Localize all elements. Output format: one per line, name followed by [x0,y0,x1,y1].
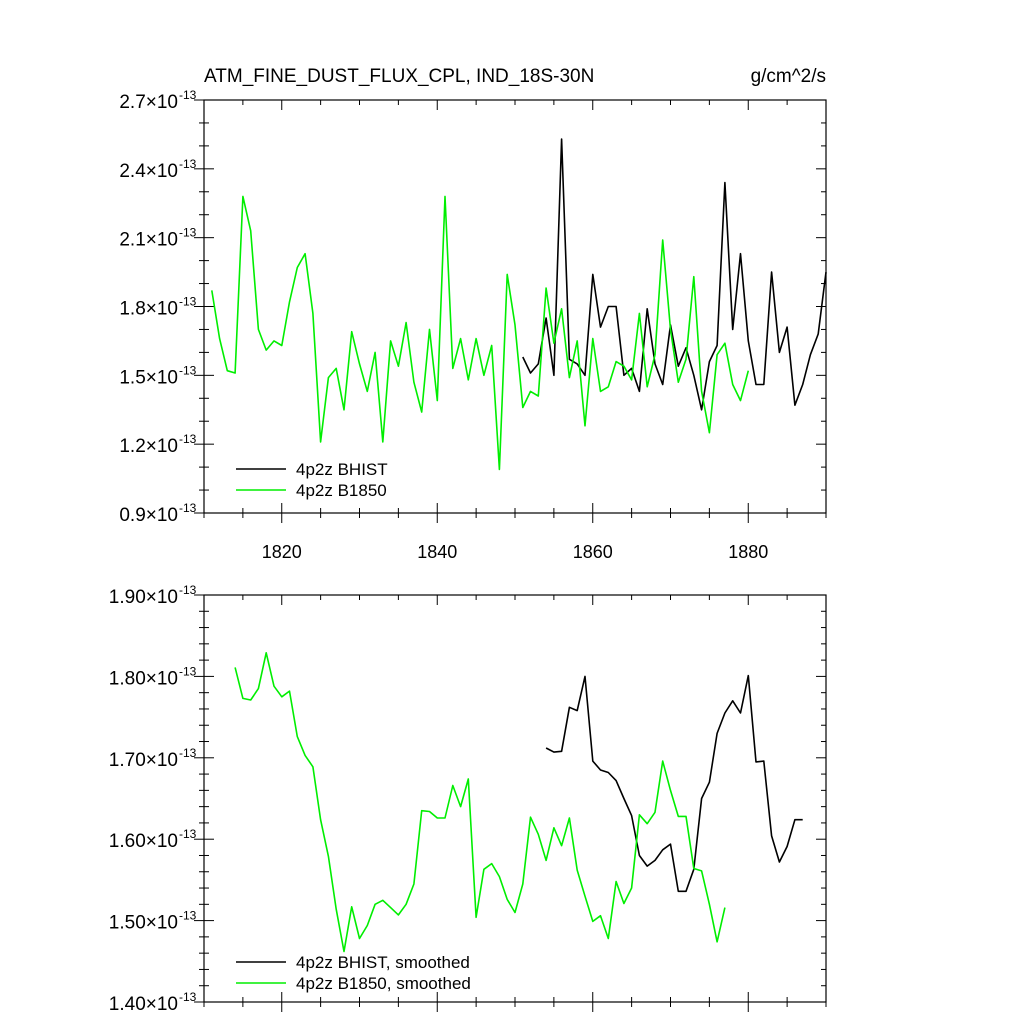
y-tick-exponent: -13 [179,746,197,760]
y-tick-exponent: -13 [179,909,197,923]
y-tick-exponent: -13 [179,583,197,597]
series-line-1 [211,195,750,471]
y-tick-exponent: -13 [179,295,197,309]
x-tick-label: 1820 [262,542,302,562]
x-tick-label: 1880 [728,542,768,562]
y-tick-exponent: -13 [179,664,197,678]
y-tick-exponent: -13 [179,432,197,446]
chart-title: ATM_FINE_DUST_FLUX_CPL, IND_18S-30N [204,66,594,87]
legend-label-b1850-smoothed: 4p2z B1850, smoothed [296,974,471,993]
bottom-panel: 1.40×10 -131.50×10 -131.60×10 -131.70×10 -13… [109,583,827,1015]
y-tick-exponent: -13 [179,226,197,240]
plot-frame [203,99,827,514]
top-panel: ATM_FINE_DUST_FLUX_CPL, IND_18S-30N g/cm… [119,66,827,562]
legend-label-b1850: 4p2z B1850 [296,481,387,500]
y-tick-label: 1.5×10 [119,367,178,388]
y-tick-label: 2.7×10 [119,92,178,113]
y-tick-label: 1.80×10 [109,668,178,689]
top-series [211,138,827,471]
y-tick-exponent: -13 [179,363,197,377]
y-tick-exponent: -13 [179,88,197,102]
y-tick-label: 1.60×10 [109,831,178,852]
x-tick-label: 1840 [417,542,457,562]
y-tick-label: 2.1×10 [119,230,178,251]
top-legend: 4p2z BHIST 4p2z B1850 [236,460,388,500]
y-tick-exponent: -13 [179,501,197,515]
x-tick-label: 1860 [573,542,613,562]
y-tick-label: 1.8×10 [119,299,178,320]
bottom-axes [203,594,827,1003]
y-tick-exponent: -13 [179,157,197,171]
y-tick-exponent: -13 [179,990,197,1004]
y-tick-label: 1.2×10 [119,436,178,457]
y-tick-label: 1.90×10 [109,587,178,608]
series-line-0 [545,674,803,893]
y-tick-label: 1.50×10 [109,913,178,934]
bottom-series [234,651,803,953]
legend-label-bhist: 4p2z BHIST [296,460,388,479]
top-axes [203,99,827,514]
plot-frame [203,594,827,1003]
series-line-1 [234,651,726,953]
bottom-ticks: 1.40×10 -131.50×10 -131.60×10 -131.70×10 -13… [109,583,827,1015]
units-label: g/cm^2/s [751,66,826,87]
y-tick-label: 1.70×10 [109,750,178,771]
y-tick-label: 0.9×10 [119,505,178,526]
legend-label-bhist-smoothed: 4p2z BHIST, smoothed [296,953,470,972]
bottom-legend: 4p2z BHIST, smoothed 4p2z B1850, smoothe… [236,953,471,993]
y-tick-label: 2.4×10 [119,161,178,182]
y-tick-exponent: -13 [179,827,197,841]
y-tick-label: 1.40×10 [109,994,178,1015]
